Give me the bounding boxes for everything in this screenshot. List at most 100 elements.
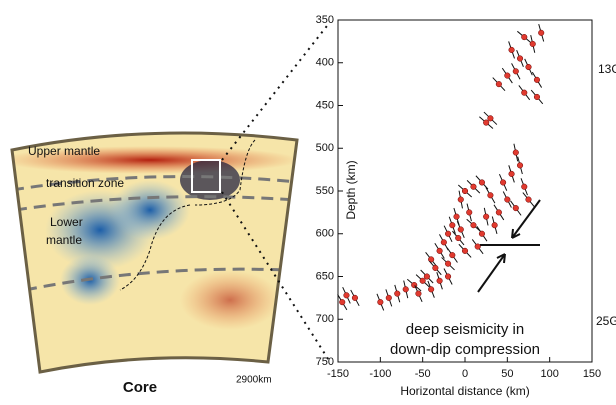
earthquake xyxy=(471,239,484,255)
label: Core xyxy=(123,379,157,396)
x-tick-label: 0 xyxy=(462,368,468,380)
earthquake xyxy=(457,184,473,198)
hypocenter xyxy=(466,209,473,216)
earthquake xyxy=(510,200,522,216)
y-tick-label: 400 xyxy=(316,57,334,69)
annotation: 13GPa xyxy=(598,62,616,76)
hypocenter xyxy=(457,226,464,233)
hypocenter xyxy=(533,76,541,83)
earthquake xyxy=(466,218,481,232)
earthquake xyxy=(479,116,494,129)
earthquake xyxy=(415,274,430,288)
earthquake xyxy=(429,260,442,276)
hypocenter xyxy=(483,213,490,220)
earthquake xyxy=(516,156,524,175)
earthquake xyxy=(538,24,545,42)
earthquake xyxy=(441,257,455,271)
hypocenter xyxy=(461,247,469,254)
hypocenter xyxy=(445,230,452,237)
earthquake xyxy=(406,278,422,292)
hypocenter xyxy=(516,55,524,62)
earthquake xyxy=(475,175,489,190)
earthquake xyxy=(501,67,513,84)
earthquake xyxy=(529,35,536,53)
earthquake xyxy=(498,174,508,191)
hypocenter xyxy=(525,63,532,71)
earthquake xyxy=(439,234,449,251)
earthquake xyxy=(394,284,401,303)
hypocenter xyxy=(487,115,494,122)
y-tick-label: 750 xyxy=(316,356,334,368)
x-axis-title: Horizontal distance (km) xyxy=(400,384,529,398)
arrow xyxy=(194,139,256,206)
earthquake xyxy=(531,71,543,88)
earthquake xyxy=(483,207,490,226)
earthquake xyxy=(522,192,535,207)
y-tick-label: 550 xyxy=(316,185,334,197)
y-tick-label: 450 xyxy=(316,99,334,111)
earthquake xyxy=(448,216,456,234)
earthquake xyxy=(458,243,472,258)
hypocenter xyxy=(512,68,519,75)
hypocenter xyxy=(415,290,422,297)
hypocenter xyxy=(428,286,435,293)
earthquake xyxy=(414,285,423,303)
x-tick-label: 100 xyxy=(540,368,558,380)
y-tick-label: 600 xyxy=(316,228,334,240)
earthquake xyxy=(456,220,465,238)
hypocenter xyxy=(538,29,545,36)
earthquake xyxy=(457,190,464,209)
x-tick-label: -100 xyxy=(369,368,391,380)
earthquake xyxy=(508,41,515,59)
earthquake xyxy=(517,30,532,44)
hypocenter xyxy=(339,299,346,306)
hypocenter xyxy=(343,292,350,299)
hypocenter xyxy=(533,93,541,100)
hypocenter xyxy=(478,179,485,186)
earthquake xyxy=(524,58,533,76)
earthquake xyxy=(491,216,498,235)
earthquake xyxy=(502,191,512,208)
hypocenter xyxy=(470,222,477,229)
hypocenter xyxy=(445,260,452,267)
earthquake xyxy=(453,207,460,226)
hypocenter xyxy=(436,247,443,254)
hypocenter xyxy=(457,196,464,203)
earthquake xyxy=(427,280,435,298)
hypocenter xyxy=(512,205,519,212)
hypocenter xyxy=(487,192,494,199)
hypocenter xyxy=(521,34,528,41)
earthquake xyxy=(376,293,385,311)
zoom-box xyxy=(191,159,221,193)
label: 2900km xyxy=(236,375,272,386)
hypocenter xyxy=(495,81,502,88)
hypocenter xyxy=(516,162,524,169)
hypocenter xyxy=(402,286,409,293)
label: mantle xyxy=(46,233,82,247)
earthquake xyxy=(493,204,505,221)
tomography-image xyxy=(12,132,297,372)
hypocenter xyxy=(453,213,460,220)
hypocenter xyxy=(428,256,435,263)
earthquake xyxy=(434,242,445,259)
annotation: down-dip compression xyxy=(390,341,540,358)
y-tick-label: 500 xyxy=(316,142,334,154)
y-tick-label: 700 xyxy=(316,313,334,325)
arrow xyxy=(119,204,191,291)
earthquake xyxy=(420,269,434,284)
earthquake xyxy=(350,289,360,307)
x-tick-label: -50 xyxy=(415,368,431,380)
x-tick-label: 150 xyxy=(583,368,601,380)
hypocenter xyxy=(455,234,462,242)
hypocenter xyxy=(495,209,502,216)
stress-symbol xyxy=(477,199,541,293)
hypocenter xyxy=(512,149,519,156)
hypocenter xyxy=(508,46,515,53)
hypocenter xyxy=(419,277,426,284)
hypocenter xyxy=(385,294,392,301)
earthquake xyxy=(483,111,498,125)
hypocenter xyxy=(449,252,456,259)
earthquake xyxy=(530,89,544,105)
earthquake xyxy=(476,226,488,242)
earthquake xyxy=(512,143,519,162)
